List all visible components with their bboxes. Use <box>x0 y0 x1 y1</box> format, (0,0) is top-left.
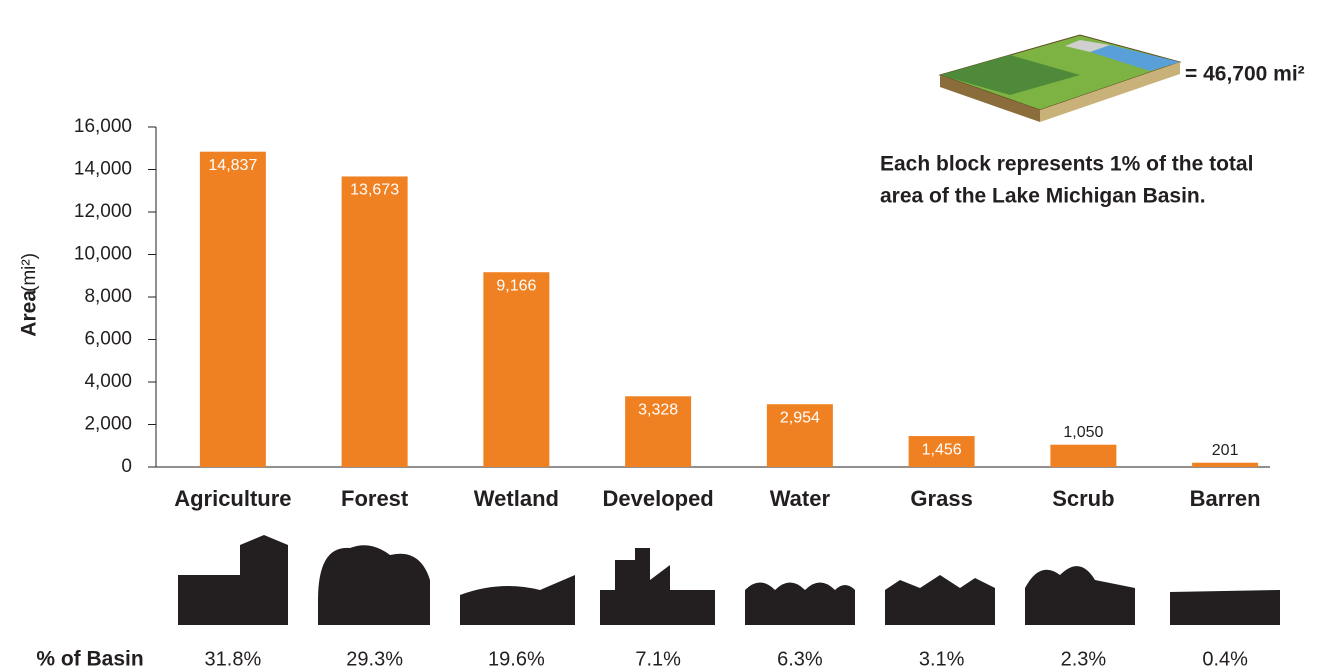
key-total: = 46,700 mi² <box>1185 63 1305 86</box>
icon-agriculture <box>178 575 288 625</box>
y-tick-label: 10,000 <box>74 244 132 265</box>
y-tick-label: 12,000 <box>74 201 132 222</box>
icons <box>178 535 1280 625</box>
value-label: 13,673 <box>350 182 399 199</box>
icon-barn <box>240 535 288 575</box>
bar <box>483 272 550 467</box>
y-tick-label: 8,000 <box>84 286 132 307</box>
x-tick-label: Barren <box>1190 486 1261 511</box>
x-tick-label: Water <box>770 486 831 511</box>
value-label: 1,050 <box>1063 424 1103 441</box>
key-note: Each block represents 1% of the total <box>880 153 1253 176</box>
share-value: 0.4% <box>1202 648 1248 670</box>
icon-grass <box>885 575 995 625</box>
value-label: 1,456 <box>922 441 962 458</box>
y-tick-label: 6,000 <box>84 329 132 350</box>
icon-scrub <box>1025 566 1135 625</box>
x-tick-label: Wetland <box>474 486 559 511</box>
x-tick-label: Developed <box>602 486 713 511</box>
y-tick-label: 4,000 <box>84 371 132 392</box>
share-label: % of Basin <box>36 648 143 671</box>
bar <box>908 436 975 467</box>
bar <box>199 151 266 467</box>
icon-barren <box>1170 590 1280 625</box>
bar <box>1050 444 1117 467</box>
value-label: 14,837 <box>208 157 257 174</box>
share-value: 3.1% <box>919 648 965 670</box>
value-label: 9,166 <box>496 277 536 294</box>
icon-wetland <box>460 575 575 625</box>
value-label: 2,954 <box>780 409 820 426</box>
value-label: 201 <box>1212 442 1239 459</box>
y-axis-unit: (mi²) <box>19 253 40 292</box>
share-value: 19.6% <box>488 648 545 670</box>
share-value: 6.3% <box>777 648 823 670</box>
icon-forest <box>318 545 430 625</box>
bar <box>766 404 833 467</box>
share-value: 31.8% <box>205 648 262 670</box>
y-tick-label: 14,000 <box>74 159 132 180</box>
share-value: 7.1% <box>635 648 681 670</box>
y-tick-label: 16,000 <box>74 116 132 137</box>
key-note: area of the Lake Michigan Basin. <box>880 185 1206 208</box>
x-tick-label: Grass <box>910 486 972 511</box>
x-tick-label: Agriculture <box>174 486 291 511</box>
bar <box>341 176 408 468</box>
share-value: 2.3% <box>1061 648 1107 670</box>
y-axis-label: Area <box>18 290 41 337</box>
x-tick-label: Forest <box>341 486 409 511</box>
x-tick-label: Scrub <box>1052 486 1114 511</box>
bar <box>1192 462 1259 467</box>
bar <box>625 396 692 467</box>
value-label: 3,328 <box>638 401 678 418</box>
icon-water <box>745 582 855 625</box>
y-tick-label: 0 <box>121 456 132 477</box>
share-value: 29.3% <box>346 648 403 670</box>
key-grid-icon <box>938 34 1182 122</box>
icon-developed <box>600 548 715 625</box>
y-tick-label: 2,000 <box>84 414 132 435</box>
